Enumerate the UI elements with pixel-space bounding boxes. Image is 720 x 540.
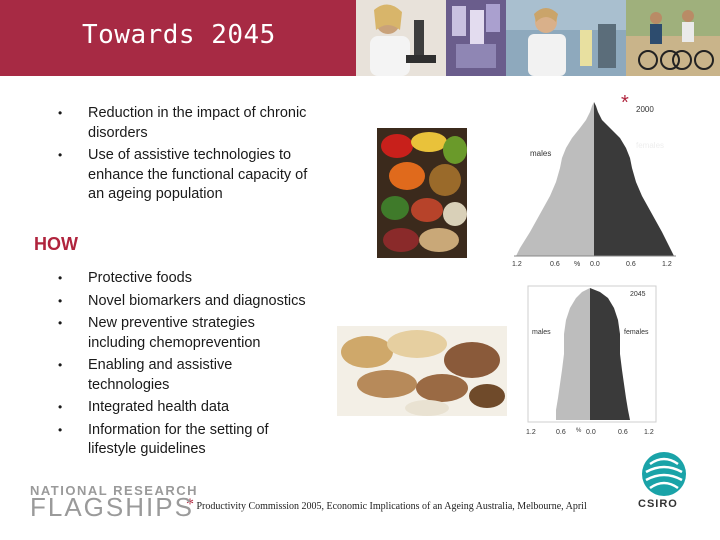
lab-worker-photo — [506, 0, 626, 76]
pyramid-year-label: 2045 — [630, 291, 646, 298]
bullet-item: • Reduction in the impact of chronic dis… — [58, 104, 348, 143]
bullet-dot: • — [58, 271, 63, 285]
bullet-text: Novel biomarkers and diagnostics — [88, 292, 306, 309]
intro-bullet-list: • Reduction in the impact of chronic dis… — [58, 104, 348, 208]
bullet-item: • Information for the setting of lifesty… — [58, 421, 348, 460]
pyramid-year-label: 2000 — [636, 105, 654, 114]
bullet-text: Enabling and assistive technologies — [88, 357, 233, 393]
males-bars — [516, 102, 594, 256]
footnote-text: Productivity Commission 2005, Economic I… — [196, 501, 587, 512]
bullet-text: Protective foods — [88, 270, 192, 286]
bullet-text: Reduction in the impact of chronic disor… — [88, 105, 307, 141]
pyramid-2000-chart: 2000 males females 1.2 0.6 % 0.0 0.6 1.2 — [512, 102, 676, 268]
slide-title: Towards 2045 — [82, 20, 276, 50]
bullet-dot: • — [58, 106, 63, 120]
tick-label: % — [574, 261, 580, 268]
flagships-logo-bottom: FLAGSHIPS — [30, 492, 194, 522]
females-label: females — [636, 141, 664, 150]
tick-label: 0.6 — [618, 429, 628, 436]
bullet-item: • Protective foods — [58, 269, 348, 289]
tick-label: 1.2 — [662, 261, 672, 268]
bullet-dot: • — [58, 422, 63, 437]
breads-image — [337, 326, 507, 416]
tick-label: 0.0 — [586, 429, 596, 436]
tick-label: 0.6 — [626, 261, 636, 268]
population-pyramid-2000: 2000 males females 1.2 0.6 % 0.0 0.6 1.2 — [510, 92, 678, 270]
bullet-dot: • — [58, 293, 63, 308]
males-bars — [556, 288, 590, 420]
tick-label: 1.2 — [644, 429, 654, 436]
population-pyramid-2045: 2045 males females 1.2 0.6 % 0.0 0.6 1.2 — [524, 284, 660, 438]
bullet-item: • Enabling and assistive technologies — [58, 356, 348, 395]
bullet-dot: • — [58, 316, 63, 330]
tick-label: 0.6 — [556, 429, 566, 436]
bullet-dot: • — [58, 358, 63, 372]
csiro-logo-icon — [636, 450, 692, 510]
scientist-microscope-photo — [356, 0, 446, 76]
bullet-item: • Use of assistive technologies to enhan… — [58, 146, 348, 205]
footnote: * Productivity Commission 2005, Economic… — [186, 496, 587, 514]
tick-label: % — [576, 428, 582, 434]
bullet-item: • Novel biomarkers and diagnostics — [58, 292, 348, 312]
females-label: females — [624, 329, 649, 336]
females-bars — [590, 288, 630, 420]
bullet-text: New preventive strategies including chem… — [88, 315, 261, 351]
pyramid-2045-chart: 2045 males females 1.2 0.6 % 0.0 0.6 1.2 — [526, 285, 657, 436]
how-heading: HOW — [34, 234, 78, 254]
footnote-star: * — [186, 496, 194, 513]
lab-samples-photo — [446, 0, 506, 76]
bullet-item: • New preventive strategies including ch… — [58, 314, 348, 353]
bullet-text: Use of assistive technologies to enhance… — [88, 147, 308, 202]
bullet-dot: • — [58, 148, 63, 162]
bullet-dot: • — [58, 400, 63, 414]
pyramid-footnote-marker: * — [621, 92, 629, 114]
tick-label: 0.0 — [590, 261, 600, 268]
flagships-logo-top: NATIONAL RESEARCH — [30, 483, 199, 498]
cyclists-photo — [626, 0, 720, 76]
bullet-item: • Integrated health data — [58, 398, 348, 418]
females-bars — [594, 102, 674, 256]
males-label: males — [530, 149, 551, 158]
bullet-text: Integrated health data — [88, 399, 230, 415]
how-bullet-list: • Protective foods • Novel biomarkers an… — [58, 269, 348, 463]
tick-label: 1.2 — [526, 429, 536, 436]
bullet-text: Information for the setting of lifestyle… — [88, 421, 269, 458]
vegetables-image — [377, 128, 467, 258]
males-label: males — [532, 329, 551, 336]
tick-label: 1.2 — [512, 261, 522, 268]
csiro-logo-text: CSIRO — [638, 498, 678, 510]
tick-label: 0.6 — [550, 261, 560, 268]
